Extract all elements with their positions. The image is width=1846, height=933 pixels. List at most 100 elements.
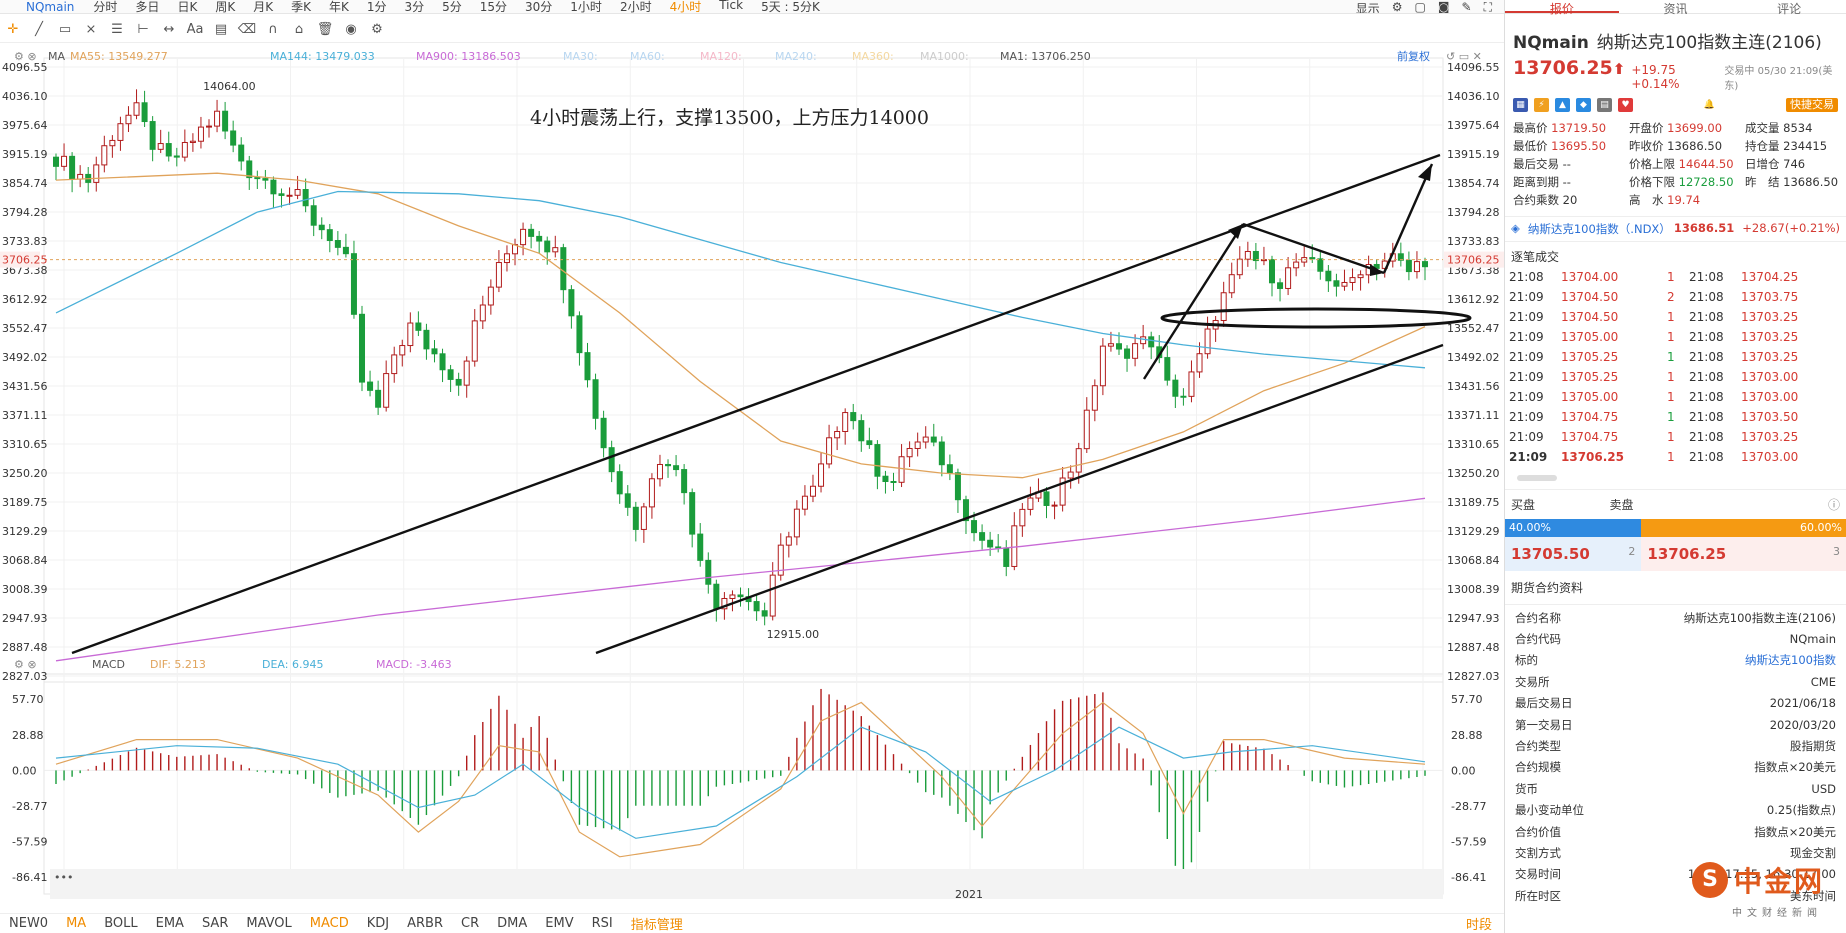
macd-tick: -28.77 — [12, 800, 47, 813]
timeframe-1[interactable]: 多日 — [135, 0, 160, 14]
candle-body — [1277, 282, 1284, 289]
line-tool-icon[interactable]: ╱ — [35, 22, 43, 37]
timeframe-3[interactable]: 周K — [215, 0, 236, 14]
indicator-8[interactable]: ARBR — [407, 916, 444, 931]
candle-body — [600, 417, 607, 449]
timeframe-15[interactable]: Tick — [719, 0, 744, 12]
arrow-tool-icon[interactable]: ↔ — [163, 22, 175, 37]
indicator-13[interactable]: 指标管理 — [630, 918, 683, 933]
x-tick-label: 05/04 — [390, 902, 422, 904]
timeframe-14[interactable]: 4小时 — [669, 0, 702, 14]
quote-cell: 价格上限 14644.50 — [1629, 157, 1734, 171]
candle-body — [254, 177, 261, 180]
candle-body — [930, 436, 937, 443]
candle-body — [310, 205, 317, 226]
text-tool-icon[interactable]: Aa — [186, 22, 204, 37]
timeframe-11[interactable]: 30分 — [525, 0, 553, 14]
timeframe-10[interactable]: 15分 — [479, 0, 508, 14]
index-name: 纳斯达克100指数（.NDX） — [1527, 222, 1671, 236]
lock-tool-icon[interactable]: ⌂ — [294, 22, 304, 37]
macd-tick: -57.59 — [12, 836, 47, 849]
timeframe-2[interactable]: 日K — [177, 0, 198, 14]
trade-scrollbar[interactable] — [1517, 475, 1557, 481]
candle-body — [294, 189, 301, 196]
indicator-2[interactable]: BOLL — [104, 916, 138, 931]
indicator-9[interactable]: CR — [461, 916, 480, 931]
timeframe-8[interactable]: 3分 — [404, 0, 425, 14]
expand-icon[interactable]: ⛶ — [1483, 0, 1492, 14]
fork-tool-icon[interactable]: ⨯ — [85, 22, 97, 37]
gear-icon[interactable]: ⚙ — [1391, 0, 1403, 14]
indicator-1[interactable]: MA — [66, 916, 87, 931]
delete-tool-icon[interactable]: 🗑 — [316, 22, 334, 37]
candle-body — [383, 373, 390, 408]
indicator-6[interactable]: MACD — [309, 916, 349, 931]
indicator-4[interactable]: SAR — [201, 916, 229, 931]
candle-body — [495, 262, 502, 288]
rect-tool-icon[interactable]: ▭ — [58, 22, 72, 37]
timeframe-12[interactable]: 1小时 — [570, 0, 602, 14]
timeframe-6[interactable]: 年K — [328, 0, 349, 14]
ma-legend-ma55: MA55: 13549.277 — [70, 50, 168, 63]
candle-body — [1325, 270, 1332, 282]
help-icon[interactable]: ⓘ — [1827, 498, 1840, 512]
chart-area[interactable]: 4096.55 14096.55 4036.10 14036.10 3975.64 139… — [0, 44, 1504, 904]
panel-tab-1[interactable]: 资讯 — [1663, 2, 1688, 16]
candle-body — [1196, 353, 1203, 373]
pen-icon[interactable]: ✎ — [1461, 0, 1472, 14]
fib-tool-icon[interactable]: ☰ — [111, 22, 123, 37]
camera-icon[interactable]: ◙ — [1437, 0, 1450, 14]
info-row: 合约规模 指数点×20美元 — [1515, 760, 1836, 775]
candle-body — [125, 114, 132, 125]
symbol-label[interactable]: NQmain — [26, 0, 75, 14]
window-icon[interactable]: ▢ — [1414, 0, 1426, 14]
fast-trade-button[interactable]: 快捷交易 — [1786, 98, 1838, 112]
timeframe-16[interactable]: 5天 : 5分K — [761, 0, 820, 14]
timeframe-5[interactable]: 季K — [291, 0, 311, 14]
timeframe-9[interactable]: 5分 — [442, 0, 462, 14]
info-title: 期货合约资料 — [1505, 571, 1846, 605]
crosshair-icon[interactable]: ✛ — [7, 22, 19, 37]
indicator-10[interactable]: DMA — [497, 916, 528, 931]
y-tick-label: 3008.39 — [2, 583, 48, 596]
info-row: 交易所 CME — [1515, 674, 1836, 689]
settings-tool-icon[interactable]: ⚙ — [371, 22, 383, 37]
quote-cell: 最高价 13719.50 — [1513, 121, 1607, 135]
eye-tool-icon[interactable]: ◉ — [345, 22, 357, 37]
candle-body — [544, 240, 551, 253]
eraser-tool-icon[interactable]: ⌫ — [237, 22, 257, 37]
macd-tick: 28.88 — [12, 729, 44, 742]
candle-body — [656, 463, 663, 480]
info-row: 合约类型 股指期货 — [1515, 739, 1836, 754]
timeframe-7[interactable]: 1分 — [366, 0, 387, 14]
candle-body — [246, 160, 253, 179]
indicator-0[interactable]: NEW0 — [9, 916, 49, 931]
indicator-12[interactable]: RSI — [591, 916, 613, 931]
magnet-tool-icon[interactable]: ∩ — [268, 22, 278, 37]
candle-body — [173, 155, 180, 158]
candle-body — [616, 471, 623, 495]
session-button[interactable]: 时段 — [1465, 918, 1492, 933]
kline-chart[interactable]: 4096.55 14096.55 4036.10 14036.10 3975.64 139… — [0, 44, 1504, 904]
measure-tool-icon[interactable]: ⊢ — [137, 22, 149, 37]
topbar-right: 显示 ⚙ ▢ ◙ ✎ ⛶ — [1355, 0, 1492, 14]
indicator-3[interactable]: EMA — [155, 916, 184, 931]
candle-body — [1099, 345, 1106, 387]
bell-icon[interactable]: 🔔 — [1702, 98, 1717, 112]
note-tool-icon[interactable]: ▤ — [214, 22, 228, 37]
panel-tab-0[interactable]: 报价 — [1505, 0, 1619, 16]
indicator-11[interactable]: EMV — [545, 916, 574, 931]
display-menu[interactable]: 显示 — [1355, 2, 1380, 14]
candle-body — [632, 506, 639, 530]
y-tick-label-right: 13189.75 — [1447, 496, 1500, 509]
timeframe-13[interactable]: 2小时 — [619, 0, 652, 14]
quote-cell: 最低价 13695.50 — [1513, 139, 1607, 153]
panel-tab-2[interactable]: 评论 — [1777, 2, 1802, 16]
timeframe-0[interactable]: 分时 — [93, 0, 118, 14]
candle-body — [866, 440, 873, 446]
timeframe-4[interactable]: 月K — [253, 0, 274, 14]
ma-legend-ma120: MA120: — [700, 50, 742, 63]
indicator-7[interactable]: KDJ — [366, 916, 390, 931]
indicator-5[interactable]: MAVOL — [246, 916, 292, 931]
index-row[interactable]: ◈ 纳斯达克100指数（.NDX） 13686.51 +28.67(+0.21%… — [1505, 216, 1846, 242]
